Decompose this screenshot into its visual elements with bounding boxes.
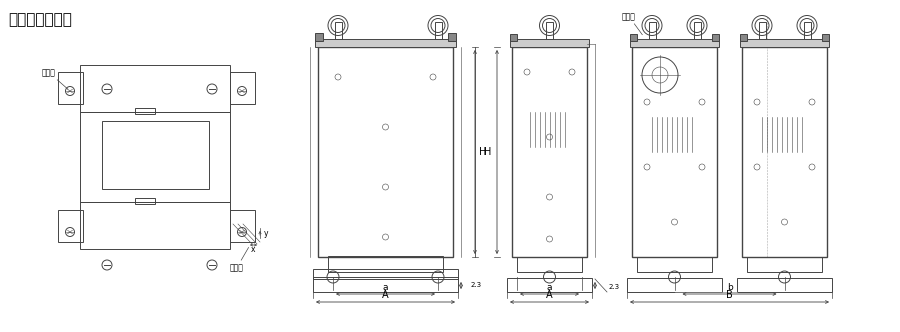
Bar: [510, 39, 589, 47]
Bar: [135, 108, 155, 114]
Bar: [632, 47, 717, 257]
Text: A: A: [382, 290, 389, 300]
Bar: [630, 34, 637, 41]
Bar: [58, 210, 83, 242]
Bar: [230, 72, 255, 104]
Bar: [517, 257, 582, 272]
Text: a: a: [382, 283, 388, 291]
Bar: [328, 256, 443, 272]
Bar: [230, 210, 255, 242]
Bar: [627, 278, 722, 292]
Bar: [58, 72, 83, 104]
Bar: [737, 278, 832, 292]
Bar: [740, 39, 829, 47]
Text: 入線孔: 入線孔: [622, 12, 643, 35]
Bar: [313, 277, 458, 292]
Bar: [315, 39, 456, 47]
Bar: [759, 22, 766, 39]
Text: A: A: [546, 290, 553, 300]
Bar: [740, 34, 747, 41]
Bar: [742, 47, 827, 257]
Bar: [80, 112, 230, 202]
Text: b: b: [726, 283, 733, 291]
Bar: [630, 39, 719, 47]
Text: H: H: [484, 147, 491, 157]
Text: x: x: [251, 244, 256, 254]
Text: H: H: [480, 147, 487, 157]
Bar: [507, 278, 592, 292]
Bar: [448, 33, 456, 41]
Bar: [102, 121, 209, 189]
Text: 入線孔: 入線孔: [230, 247, 248, 272]
Text: 2.3: 2.3: [609, 284, 620, 290]
Bar: [80, 202, 230, 249]
Bar: [335, 22, 341, 39]
Bar: [712, 34, 719, 41]
Text: y: y: [264, 228, 268, 237]
Bar: [510, 34, 517, 41]
Bar: [649, 22, 655, 39]
Text: a: a: [547, 283, 553, 291]
Bar: [822, 34, 829, 41]
Bar: [804, 22, 811, 39]
Bar: [512, 47, 587, 257]
Text: 入線孔: 入線孔: [42, 68, 68, 89]
Bar: [315, 33, 323, 41]
Bar: [313, 269, 458, 279]
Text: 外形図・寸法表: 外形図・寸法表: [8, 12, 72, 27]
Bar: [135, 198, 155, 204]
Bar: [637, 257, 712, 272]
Bar: [694, 22, 700, 39]
Bar: [435, 22, 442, 39]
Bar: [80, 65, 230, 112]
Bar: [546, 22, 553, 39]
Text: 2.3: 2.3: [471, 282, 482, 288]
Bar: [747, 257, 822, 272]
Text: B: B: [726, 290, 733, 300]
Bar: [318, 47, 453, 257]
